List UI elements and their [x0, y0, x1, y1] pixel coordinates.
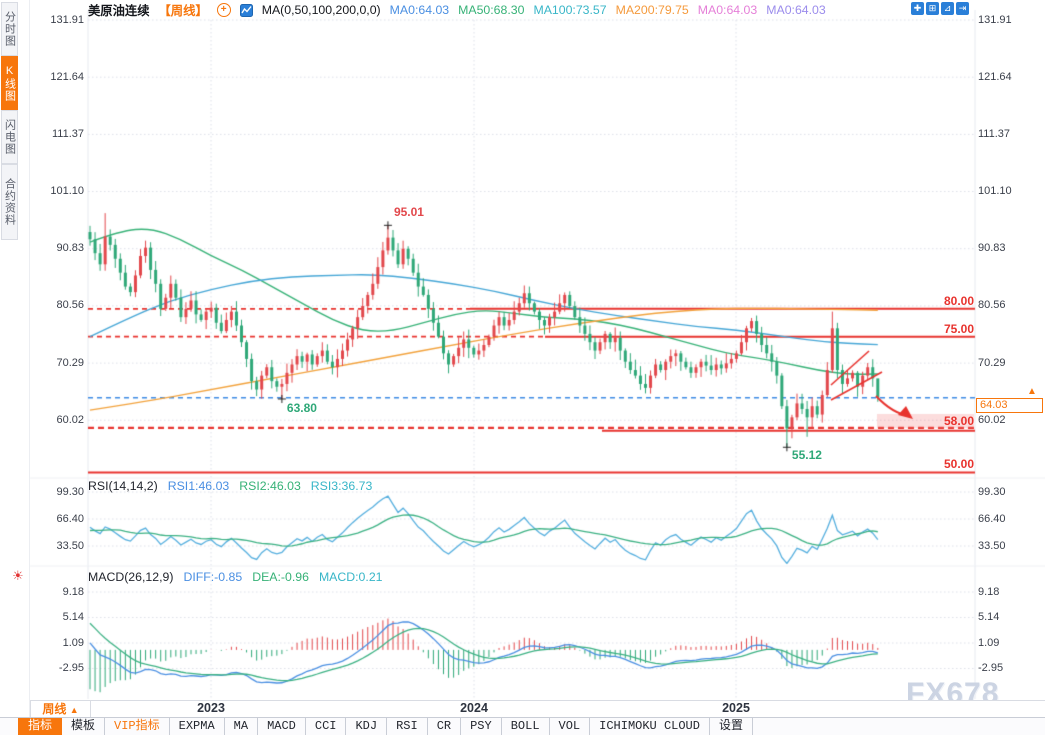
axis-tick-label: 131.91	[978, 13, 1012, 26]
tab-kdj[interactable]: KDJ	[346, 718, 388, 735]
rsi-values: RSI1:46.03 RSI2:46.03 RSI3:36.73	[168, 479, 373, 493]
macd-value: MACD:0.21	[318, 570, 383, 584]
period-selector-button[interactable]: 周线 ▲	[30, 700, 91, 718]
add-indicator-icon[interactable]: +	[216, 3, 231, 17]
ma-legend-value: MA0:64.03	[389, 3, 450, 17]
axis-tick-label: 1.09	[62, 636, 84, 649]
axis-tick-label: -2.95	[58, 662, 84, 674]
rsi-pane-header: RSI(14,14,2) RSI1:46.03 RSI2:46.03 RSI3:36…	[88, 479, 372, 493]
tab-ichimoku[interactable]: ICHIMOKU CLOUD	[590, 718, 710, 735]
tab-cr[interactable]: CR	[428, 718, 462, 735]
ma-formula: MA(0,50,100,200,0,0)	[261, 3, 381, 17]
axis-tick-label: 121.64	[50, 70, 84, 83]
instrument-title: 美原油连续	[88, 4, 150, 18]
detach-window-icon[interactable]: ⇥	[956, 2, 969, 15]
axis-tick-label: 33.50	[56, 539, 84, 552]
axis-tick-label: -2.95	[978, 662, 1004, 674]
axis-tick-label: 131.91	[50, 13, 84, 26]
ma-legend-value: MA50:68.30	[458, 3, 525, 17]
axis-tick-label: 66.40	[56, 512, 84, 525]
chart-header: 美原油连续 【周线】 + MA(0,50,100,200,0,0) MA0:64…	[88, 2, 826, 18]
axis-tick-label: 80.56	[56, 299, 84, 312]
axis-scale-icon[interactable]: ⊿	[941, 2, 954, 15]
level-label-58-00: 58.00	[943, 414, 974, 429]
annotation-trough2: 55.12	[791, 448, 822, 463]
annotation-peak: 95.01	[393, 205, 424, 220]
axis-tick-label: 99.30	[978, 485, 1006, 498]
ma-legend-value: MA0:64.03	[766, 3, 826, 17]
tab-cci[interactable]: CCI	[306, 718, 347, 735]
rsi-value: RSI1:46.03	[167, 479, 230, 493]
period-selector-arrow-icon: ▲	[69, 705, 79, 715]
macd-values: DIFF:-0.85 DEA:-0.96 MACD:0.21	[183, 570, 382, 584]
sidebar-tab-kline-chart[interactable]: K线图	[1, 56, 18, 110]
macd-value: DIFF:-0.85	[183, 570, 243, 584]
level-label-75-00: 75.00	[943, 321, 974, 336]
axis-tick-label: 101.10	[978, 185, 1012, 197]
current-price-badge: 64.03	[976, 398, 1043, 414]
tab-templates[interactable]: 模板	[62, 718, 106, 735]
price-up-arrow-icon: ▲	[1027, 385, 1037, 397]
macd-title: MACD(26,12,9)	[88, 570, 174, 584]
tab-vol[interactable]: VOL	[550, 718, 591, 735]
level-label-50-00: 50.00	[943, 457, 974, 472]
ma-legend-value: MA200:79.75	[615, 3, 689, 17]
tab-vip-indicators[interactable]: VIP指标	[105, 718, 170, 735]
axis-tick-label: 5.14	[62, 611, 84, 623]
axis-tick-label: 111.37	[51, 127, 84, 140]
period-tag: 【周线】	[158, 4, 208, 18]
axis-zoom-icon[interactable]: ⊞	[926, 2, 939, 15]
axis-tick-label: 1.09	[978, 636, 1000, 649]
tab-expma[interactable]: EXPMA	[170, 718, 225, 735]
tab-macd[interactable]: MACD	[258, 718, 306, 735]
sidebar-tab-contract-info[interactable]: 合约资料	[1, 164, 18, 240]
axis-tick-label: 60.02	[978, 413, 1006, 426]
macd-pane-header: MACD(26,12,9) DIFF:-0.85 DEA:-0.96 MACD:0.…	[88, 570, 383, 584]
rsi-title: RSI(14,14,2)	[88, 479, 158, 493]
axis-tick-label: 70.29	[56, 356, 84, 369]
axis-tick-label: 9.18	[62, 585, 84, 598]
sun-marker-icon[interactable]: ☀	[12, 568, 24, 583]
axis-tick-label: 90.83	[978, 242, 1006, 255]
ma-legend-value: MA100:73.57	[533, 3, 607, 17]
sidebar-tab-flash-chart[interactable]: 闪电图	[1, 110, 18, 164]
axis-tick-label: 5.14	[978, 611, 1000, 623]
tab-ma[interactable]: MA	[225, 718, 259, 735]
axis-tick-label: 60.02	[56, 413, 84, 426]
axis-tick-label: 9.18	[978, 585, 1000, 598]
period-selector-label: 周线	[42, 702, 67, 716]
level-label-80-00: 80.00	[943, 293, 974, 308]
pan-tool-icon[interactable]: ✚	[911, 2, 924, 15]
axis-tick-label: 66.40	[978, 512, 1006, 525]
left-gutter-divider	[29, 0, 30, 717]
rsi-value: RSI3:36.73	[310, 479, 373, 493]
year-label-2023: 2023	[197, 701, 225, 715]
year-label-2025: 2025	[722, 701, 750, 715]
axis-tick-label: 121.64	[978, 70, 1012, 83]
annotation-trough1: 63.80	[286, 400, 317, 415]
tab-settings[interactable]: 设置	[710, 718, 753, 735]
year-label-2024: 2024	[460, 701, 488, 715]
tab-rsi[interactable]: RSI	[387, 718, 428, 735]
indicator-toolbar: 指标 模板 VIP指标 EXPMA MA MACD CCI KDJ RSI CR PSY BOLL VO…	[0, 717, 1045, 735]
tab-psy[interactable]: PSY	[461, 718, 502, 735]
kline-chart-icon[interactable]	[239, 3, 253, 17]
axis-tick-label: 90.83	[56, 242, 84, 255]
axis-tick-label: 101.10	[50, 185, 84, 197]
tab-indicators[interactable]: 指标	[18, 718, 63, 735]
axis-tick-label: 99.30	[56, 485, 84, 498]
macd-value: DEA:-0.96	[252, 570, 309, 584]
tab-boll[interactable]: BOLL	[502, 718, 550, 735]
axis-tick-label: 80.56	[978, 299, 1006, 312]
axis-tick-label: 70.29	[978, 356, 1006, 369]
ma-legend-values: MA0:64.03 MA50:68.30 MA100:73.57 MA200:79.7…	[390, 3, 826, 17]
axis-tick-label: 33.50	[978, 539, 1006, 552]
rsi-value: RSI2:46.03	[239, 479, 301, 493]
sidebar-tab-time-share-chart[interactable]: 分时图	[1, 2, 18, 56]
ma-legend-value: MA0:64.03	[697, 3, 758, 17]
axis-tick-label: 111.37	[978, 127, 1011, 140]
